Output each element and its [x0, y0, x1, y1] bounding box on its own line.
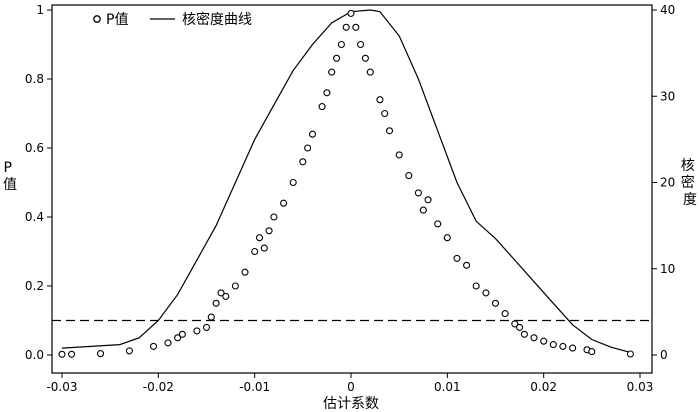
p-value-point — [304, 144, 312, 152]
y-axis-right-label: 核 密 度 — [681, 158, 699, 208]
y-axis-right-label-line1: 核 — [681, 158, 695, 174]
p-value-point — [549, 341, 557, 349]
p-value-point — [318, 103, 326, 111]
density-curve — [61, 9, 631, 353]
legend-label-p: P值 — [106, 12, 128, 28]
p-value-point — [588, 348, 596, 356]
p-value-point — [559, 342, 567, 350]
p-value-point — [68, 350, 76, 358]
y-left-tick-label: 0.8 — [25, 72, 44, 86]
p-value-point — [207, 313, 215, 321]
p-value-point — [361, 54, 369, 62]
legend-marker-circle — [93, 15, 101, 23]
p-value-point — [270, 213, 278, 221]
p-value-point — [569, 344, 577, 352]
p-value-point — [333, 54, 341, 62]
x-tick-label: -0.03 — [46, 380, 77, 394]
y-axis-left-label-line1: P — [4, 160, 12, 176]
p-value-point — [491, 299, 500, 307]
x-tick-label: 0.03 — [627, 380, 654, 394]
y-axis-left-label-line2: 值 — [3, 177, 17, 193]
p-value-point — [308, 130, 317, 138]
y-right-tick-label: 10 — [660, 262, 675, 276]
p-value-point — [511, 320, 519, 328]
p-value-point — [381, 109, 389, 118]
y-left-tick-label: 1 — [36, 3, 44, 17]
x-tick-label: 0 — [347, 380, 355, 394]
y-right-tick-label: 20 — [660, 176, 675, 190]
p-value-point — [501, 310, 509, 318]
p-value-point — [520, 330, 528, 338]
p-value-point — [626, 350, 634, 358]
p-value-point — [265, 227, 273, 235]
p-value-point — [434, 220, 442, 228]
p-value-point — [164, 339, 172, 347]
y-right-tick-label: 0 — [660, 348, 668, 362]
y-left-tick-label: 0.6 — [25, 141, 44, 155]
p-value-point — [178, 330, 186, 338]
p-value-point — [516, 323, 524, 331]
p-value-point — [323, 89, 331, 97]
x-tick-label: 0.02 — [530, 380, 557, 394]
p-value-point — [125, 347, 133, 355]
y-left-tick-label: 0.4 — [25, 210, 44, 224]
y-right-tick-label: 30 — [660, 89, 675, 103]
p-value-point — [241, 268, 249, 276]
p-value-point — [260, 244, 268, 252]
p-value-point — [347, 9, 355, 17]
p-value-point — [289, 178, 297, 187]
plot-area — [52, 9, 652, 358]
p-value-point — [443, 234, 451, 242]
plot-frame — [51, 4, 653, 374]
p-value-point — [58, 350, 66, 358]
p-value-point — [193, 327, 201, 335]
y-axis-right-label-line3: 度 — [683, 192, 697, 208]
p-value-point — [337, 40, 345, 49]
p-value-point — [255, 234, 264, 242]
p-value-point — [376, 96, 384, 104]
p-value-point — [352, 23, 360, 31]
p-value-point — [280, 199, 288, 207]
p-value-point — [395, 151, 403, 159]
p-value-point — [222, 292, 230, 300]
p-value-point — [540, 337, 548, 345]
p-value-point — [472, 282, 480, 290]
p-value-point — [424, 196, 432, 204]
y-axis-right-label-line2: 密 — [681, 174, 695, 191]
p-value-point — [482, 289, 490, 297]
p-value-point — [419, 206, 427, 214]
p-value-point — [405, 172, 413, 180]
p-value-point — [96, 350, 105, 358]
p-value-point — [202, 323, 211, 331]
axes: -0.03 -0.02 -0.01 0 0.01 0.02 0.03 0.0 0.2 0.4 0.6… — [25, 3, 675, 394]
p-value-point — [231, 282, 239, 290]
p-value-point — [530, 334, 538, 342]
x-tick-label: -0.02 — [143, 380, 174, 394]
p-value-point — [212, 299, 220, 307]
p-value-point — [453, 254, 461, 262]
x-axis-label: 估计系数 — [323, 396, 379, 412]
x-tick-label: -0.01 — [239, 380, 270, 394]
x-tick-label: 0.01 — [434, 380, 461, 394]
legend: P值 核密度曲线 — [93, 11, 252, 28]
y-left-tick-label: 0.0 — [25, 348, 44, 362]
y-left-tick-label: 0.2 — [25, 279, 44, 293]
p-value-point — [463, 261, 471, 269]
p-value-point — [149, 342, 158, 350]
p-value-point — [342, 23, 350, 31]
p-value-point — [217, 289, 225, 297]
p-value-point — [174, 334, 182, 342]
legend-label-density: 核密度曲线 — [182, 11, 252, 28]
y-axis-left-label: P 值 — [3, 160, 17, 193]
p-value-point — [251, 247, 259, 256]
y-right-tick-label: 40 — [660, 3, 675, 17]
p-value-point — [414, 189, 422, 197]
p-value-point — [366, 68, 374, 76]
p-value-point — [357, 40, 365, 49]
p-value-point — [328, 68, 336, 76]
p-value-point — [299, 158, 307, 166]
p-value-point — [385, 127, 394, 135]
